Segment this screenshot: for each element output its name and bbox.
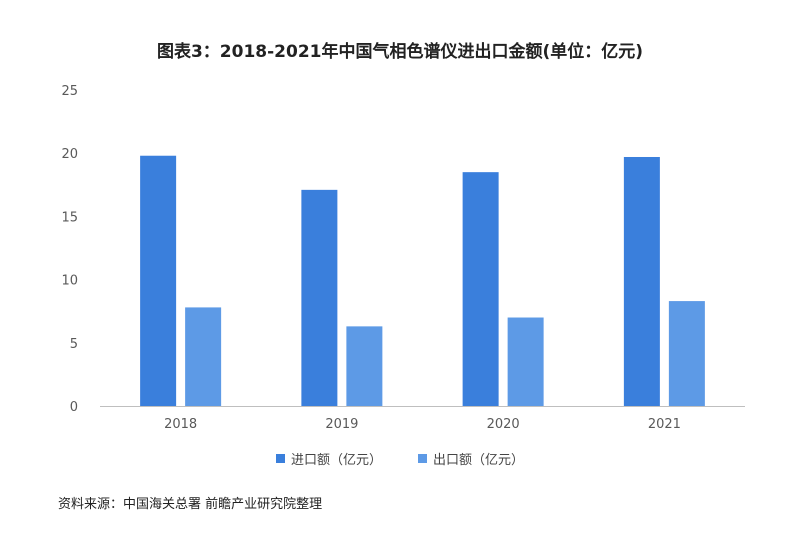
bar-import-2020 (462, 172, 499, 406)
x-tick-label: 2021 (648, 417, 681, 432)
source-note: 资料来源：中国海关总署 前瞻产业研究院整理 (58, 497, 323, 512)
y-tick-label: 25 (61, 84, 78, 99)
x-tick-label: 2018 (164, 417, 197, 432)
y-tick-label: 5 (70, 337, 78, 352)
bar-export-2021 (668, 301, 705, 406)
y-tick-label: 0 (70, 400, 78, 415)
legend: 进口额（亿元） 出口额（亿元） (0, 449, 800, 468)
bar-import-2019 (301, 189, 338, 406)
legend-item-export: 出口额（亿元） (418, 449, 524, 468)
y-axis: 0 5 10 15 20 25 (61, 84, 78, 415)
legend-label-import: 进口额（亿元） (290, 453, 382, 468)
bar-chart: 0 5 10 15 20 25 2018 2019 2020 2021 (61, 84, 745, 432)
y-tick-label: 20 (61, 147, 78, 162)
chart-title: 图表3：2018-2021年中国气相色谱仪进出口金额(单位：亿元) (156, 42, 644, 62)
y-tick-label: 10 (61, 274, 78, 289)
bar-import-2018 (140, 155, 177, 406)
legend-swatch-export (418, 454, 427, 463)
bars (140, 155, 705, 406)
bar-import-2021 (623, 156, 660, 406)
legend-swatch-import (275, 454, 285, 463)
x-tick-label: 2020 (487, 417, 520, 432)
legend-label-export: 出口额（亿元） (433, 453, 525, 468)
bar-export-2019 (346, 326, 383, 406)
y-tick-label: 15 (61, 210, 78, 225)
legend-item-import: 进口额（亿元） (275, 449, 382, 468)
bar-export-2020 (507, 317, 544, 406)
x-axis: 2018 2019 2020 2021 (164, 417, 681, 432)
x-tick-label: 2019 (325, 417, 358, 432)
bar-export-2018 (185, 307, 222, 406)
